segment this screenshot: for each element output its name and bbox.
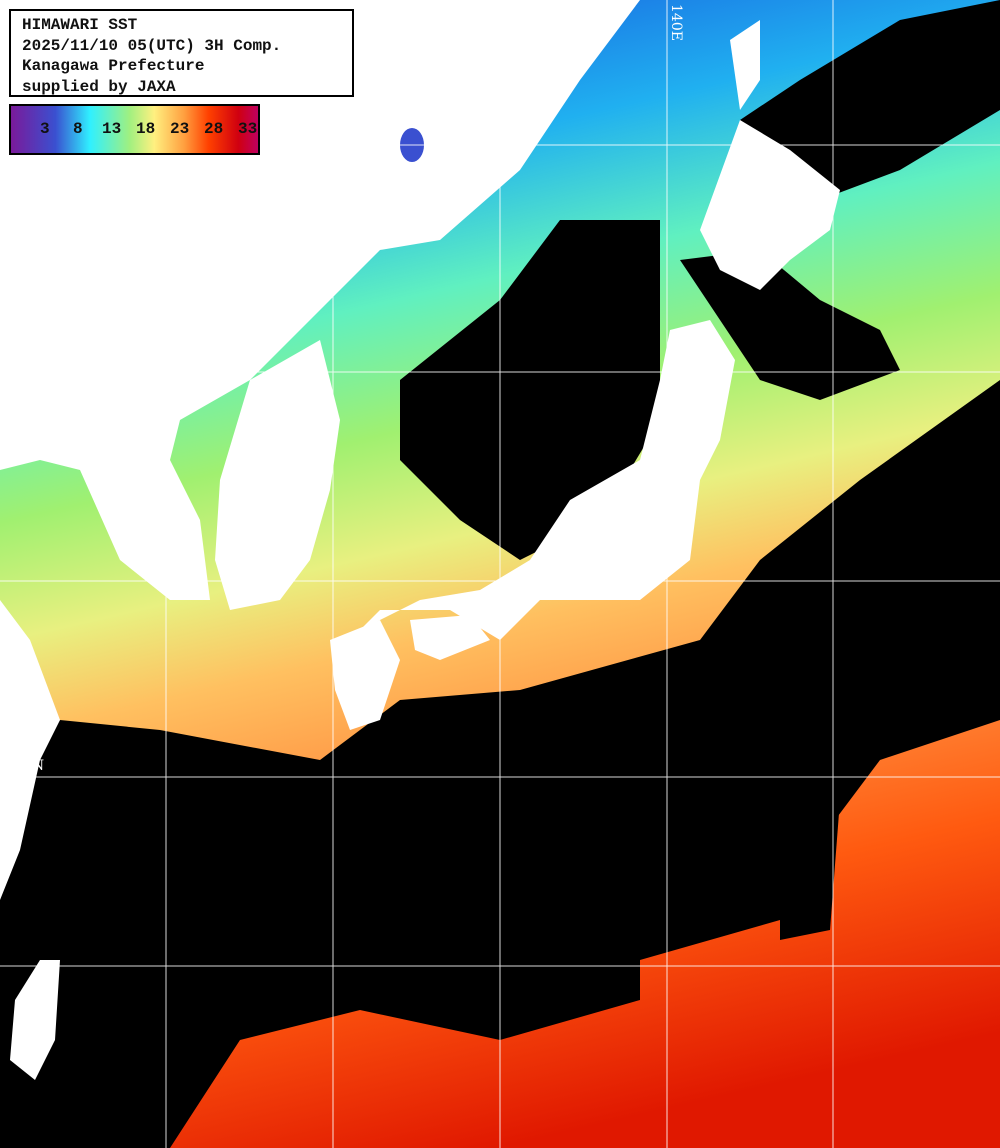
date-line: 2025/11/10 05(UTC) 3H Comp. [22, 36, 282, 55]
land-hokkaido [700, 120, 840, 290]
legend-tick: 28 [204, 120, 224, 138]
legend-tick: 13 [102, 120, 122, 138]
title-box: HIMAWARI SST 2025/11/10 05(UTC) 3H Comp.… [9, 9, 354, 97]
grid-label-30n: 30N [14, 758, 45, 774]
land-taiwan [10, 960, 60, 1080]
legend-tick: 33 [238, 120, 258, 138]
grid-label-140e: 140E [668, 4, 684, 41]
credit-line: supplied by JAXA [22, 77, 176, 96]
grid-label-40n: 40N [14, 352, 45, 368]
land-honshu [360, 320, 735, 640]
legend-tick: 3 [40, 120, 50, 138]
title-line: HIMAWARI SST [22, 16, 138, 34]
land-shikoku [410, 615, 490, 660]
region-line: Kanagawa Prefecture [22, 57, 205, 75]
color-scale-legend: 3 8 13 18 23 28 33 [9, 104, 260, 155]
legend-tick: 23 [170, 120, 190, 138]
land-kyushu [330, 620, 400, 730]
legend-tick: 18 [136, 120, 156, 138]
land-sakhalin [730, 20, 760, 110]
legend-tick: 8 [73, 120, 83, 138]
land-korea [215, 340, 340, 610]
land-china-coast [0, 600, 60, 900]
